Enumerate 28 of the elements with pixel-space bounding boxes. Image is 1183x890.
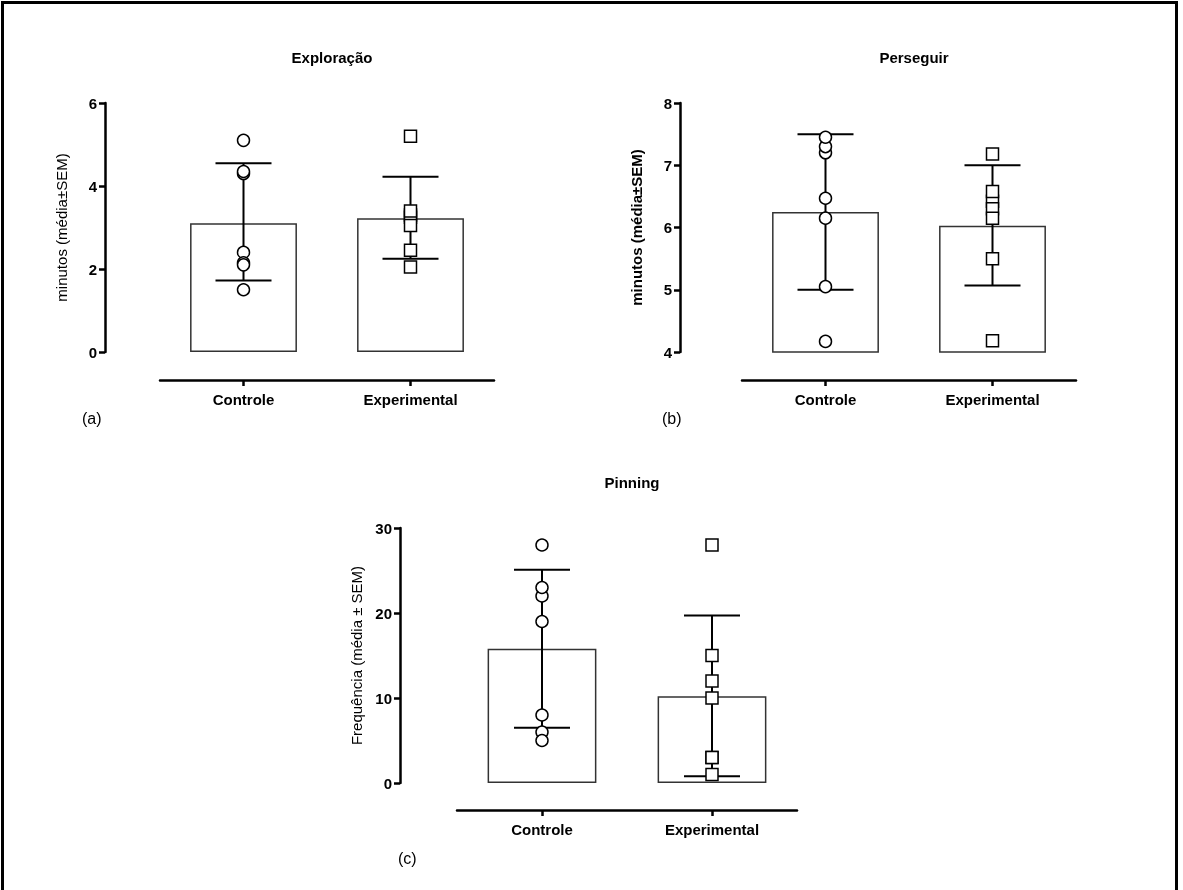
text: (c) — [398, 849, 417, 867]
text: (b) — [662, 409, 682, 427]
y-tick-label: 6 — [88, 94, 97, 112]
y-tick-label: 6 — [663, 219, 672, 236]
y-tick-label: 5 — [663, 281, 672, 299]
y-axis-title: minutos (média±SEM) — [628, 149, 645, 306]
y-tick-label: 8 — [663, 94, 672, 112]
y-tick-label: 7 — [663, 156, 672, 174]
y-tick-label: 0 — [383, 774, 392, 792]
y-tick-label: 20 — [375, 604, 392, 622]
x-tick-label: Controle — [212, 391, 275, 408]
chart-title: Pinning — [604, 474, 660, 491]
y-tick-label: 2 — [88, 260, 97, 278]
chart-title: Exploração — [291, 49, 373, 66]
y-tick-label: 4 — [88, 177, 98, 195]
x-tick-label: Controle — [794, 391, 857, 408]
x-tick-label: Controle — [511, 821, 573, 838]
y-tick-label: 0 — [88, 343, 97, 361]
x-tick-label: Experimental — [664, 821, 760, 838]
y-tick-label: 4 — [663, 343, 673, 361]
chart-title: Perseguir — [879, 49, 949, 66]
y-axis-title: minutos (média±SEM) — [53, 153, 70, 302]
x-tick-label: Experimental — [363, 391, 458, 408]
y-tick-label: 30 — [375, 519, 392, 537]
text: (a) — [82, 409, 102, 427]
y-axis-title: Frequência (média ± SEM) — [348, 565, 365, 746]
x-tick-label: Experimental — [945, 391, 1040, 408]
y-tick-label: 10 — [375, 689, 392, 707]
